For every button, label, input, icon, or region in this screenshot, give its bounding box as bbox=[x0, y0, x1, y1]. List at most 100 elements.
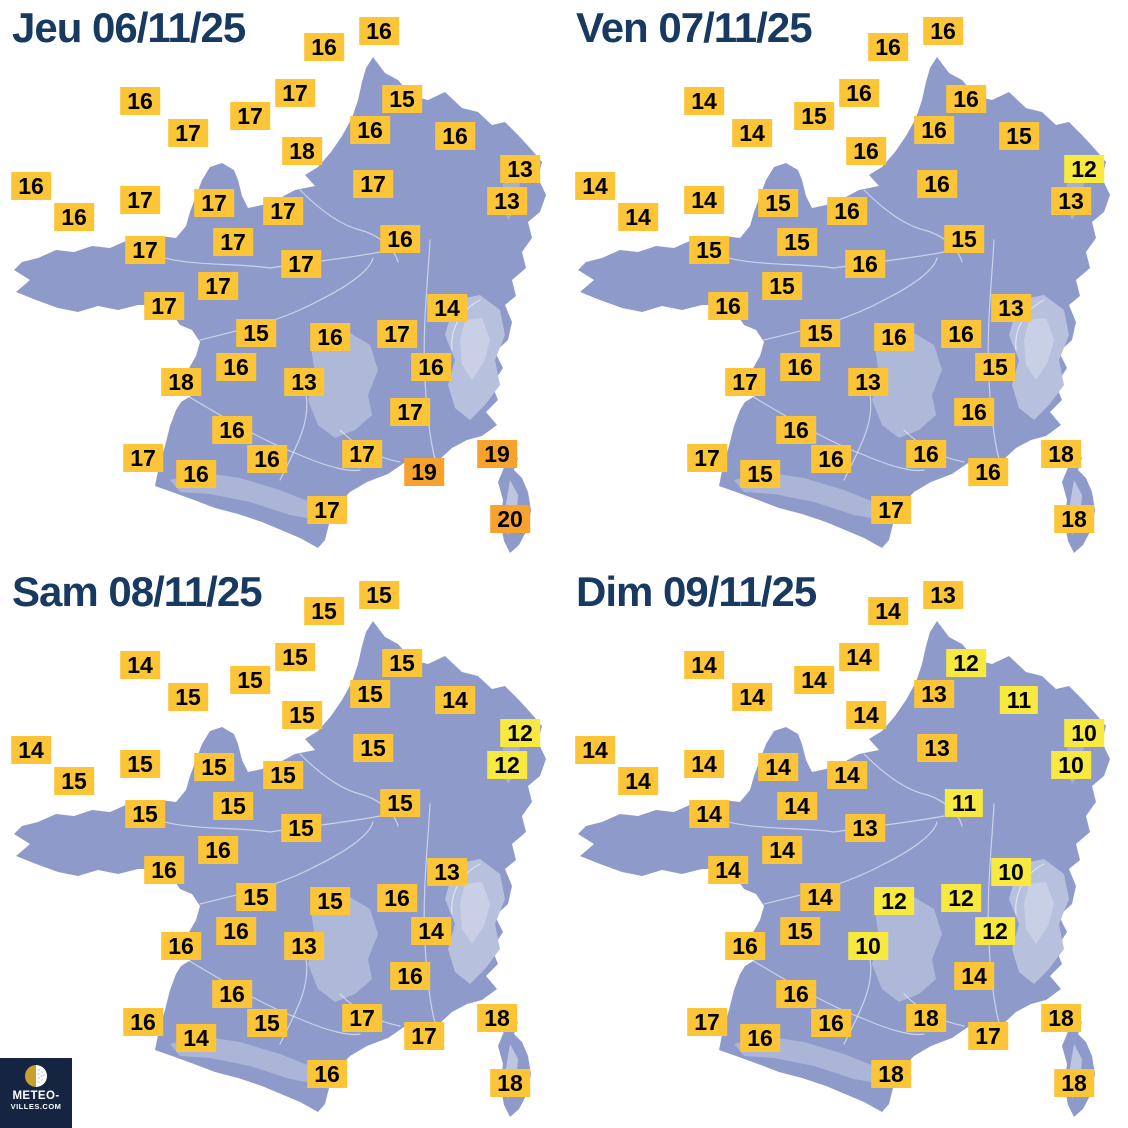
temp-label: 10 bbox=[1051, 751, 1091, 779]
temp-label: 12 bbox=[946, 649, 986, 677]
temp-label: 17 bbox=[968, 1022, 1008, 1050]
temp-label: 17 bbox=[168, 119, 208, 147]
temp-label: 12 bbox=[941, 884, 981, 912]
temp-label: 18 bbox=[1054, 1069, 1094, 1097]
temp-label: 15 bbox=[758, 189, 798, 217]
temp-label: 16 bbox=[914, 116, 954, 144]
temp-label: 17 bbox=[404, 1022, 444, 1050]
temp-label: 16 bbox=[811, 1009, 851, 1037]
temp-label: 16 bbox=[954, 398, 994, 426]
temp-label: 17 bbox=[120, 186, 160, 214]
temp-label: 14 bbox=[732, 683, 772, 711]
temp-label: 17 bbox=[123, 444, 163, 472]
temp-label: 20 bbox=[490, 505, 530, 533]
temp-label: 18 bbox=[490, 1069, 530, 1097]
temp-label: 15 bbox=[230, 666, 270, 694]
temp-label: 17 bbox=[342, 1004, 382, 1032]
temp-label: 16 bbox=[708, 292, 748, 320]
temp-label: 14 bbox=[684, 750, 724, 778]
temp-label: 15 bbox=[353, 734, 393, 762]
temp-label: 16 bbox=[874, 323, 914, 351]
temp-label: 13 bbox=[427, 858, 467, 886]
temp-label: 15 bbox=[54, 767, 94, 795]
temp-label: 17 bbox=[871, 496, 911, 524]
day-title: Sam 08/11/25 bbox=[12, 568, 263, 615]
temp-label: 16 bbox=[411, 353, 451, 381]
temp-label: 12 bbox=[500, 719, 540, 747]
temp-label: 15 bbox=[999, 122, 1039, 150]
temp-label: 17 bbox=[342, 440, 382, 468]
temp-label: 17 bbox=[125, 236, 165, 264]
temp-label: 15 bbox=[304, 597, 344, 625]
temp-label: 11 bbox=[944, 789, 984, 817]
temp-label: 17 bbox=[377, 320, 417, 348]
temp-label: 19 bbox=[404, 458, 444, 486]
temperature-labels: 15 15 15 15 14 15 15 15 14 15 12 14 15 12 15 15 15 15 15 15… bbox=[0, 564, 564, 1128]
temp-label: 16 bbox=[827, 197, 867, 225]
temp-label: 12 bbox=[874, 887, 914, 915]
temp-label: 16 bbox=[161, 932, 201, 960]
temp-label: 17 bbox=[687, 444, 727, 472]
temp-label: 15 bbox=[194, 753, 234, 781]
half-moon-icon bbox=[25, 1065, 47, 1087]
temperature-labels: 13 14 14 12 14 14 14 13 11 14 10 14 13 10 14 14 14 14 14 11… bbox=[564, 564, 1128, 1128]
logo-text-line1: METEO- bbox=[12, 1090, 60, 1102]
day-title: Dim 09/11/25 bbox=[576, 568, 817, 615]
temp-label: 15 bbox=[213, 792, 253, 820]
day-title: Jeu 06/11/25 bbox=[12, 4, 246, 51]
temp-label: 16 bbox=[304, 33, 344, 61]
temperature-labels: 16 16 16 16 14 15 14 16 15 16 12 14 16 13 14 15 14 16 15 15… bbox=[564, 0, 1128, 564]
temp-label: 16 bbox=[906, 440, 946, 468]
temp-label: 14 bbox=[575, 736, 615, 764]
temp-label: 16 bbox=[968, 458, 1008, 486]
temp-label: 18 bbox=[871, 1060, 911, 1088]
temp-label: 14 bbox=[427, 294, 467, 322]
temp-label: 12 bbox=[975, 917, 1015, 945]
temp-label: 17 bbox=[725, 368, 765, 396]
temp-label: 14 bbox=[868, 597, 908, 625]
temp-label: 17 bbox=[213, 228, 253, 256]
temp-label: 14 bbox=[846, 701, 886, 729]
temp-label: 16 bbox=[377, 884, 417, 912]
temp-label: 16 bbox=[176, 460, 216, 488]
temp-label: 15 bbox=[168, 683, 208, 711]
temp-label: 14 bbox=[435, 686, 475, 714]
temp-label: 16 bbox=[120, 87, 160, 115]
temp-label: 15 bbox=[780, 917, 820, 945]
temp-label: 15 bbox=[794, 102, 834, 130]
temp-label: 14 bbox=[708, 856, 748, 884]
temperature-labels: 16 16 17 15 16 17 17 16 16 18 13 16 17 13 17 17 16 17 17 16… bbox=[0, 0, 564, 564]
temp-label: 18 bbox=[1041, 440, 1081, 468]
temp-label: 15 bbox=[236, 319, 276, 347]
temp-label: 13 bbox=[845, 814, 885, 842]
temp-label: 16 bbox=[725, 932, 765, 960]
temp-label: 17 bbox=[198, 272, 238, 300]
temp-label: 13 bbox=[914, 680, 954, 708]
temp-label: 16 bbox=[941, 320, 981, 348]
temp-label: 16 bbox=[212, 416, 252, 444]
temp-label: 15 bbox=[125, 800, 165, 828]
temp-label: 16 bbox=[216, 917, 256, 945]
temp-label: 17 bbox=[281, 250, 321, 278]
temp-label: 15 bbox=[975, 353, 1015, 381]
day-panel-jeu: Jeu 06/11/25 16 16 17 15 16 17 17 16 16 18 13 16 17 1… bbox=[0, 0, 564, 564]
day-title: Ven 07/11/25 bbox=[576, 4, 813, 51]
temp-label: 14 bbox=[800, 883, 840, 911]
temp-label: 14 bbox=[777, 792, 817, 820]
temp-label: 10 bbox=[991, 858, 1031, 886]
temp-label: 16 bbox=[310, 323, 350, 351]
temp-label: 15 bbox=[275, 643, 315, 671]
temp-label: 16 bbox=[359, 17, 399, 45]
temp-label: 16 bbox=[390, 962, 430, 990]
temp-label: 14 bbox=[732, 119, 772, 147]
temp-label: 14 bbox=[411, 917, 451, 945]
temp-label: 16 bbox=[868, 33, 908, 61]
temp-label: 12 bbox=[487, 751, 527, 779]
temp-label: 17 bbox=[390, 398, 430, 426]
temp-label: 13 bbox=[991, 294, 1031, 322]
temp-label: 13 bbox=[284, 368, 324, 396]
temp-label: 14 bbox=[684, 87, 724, 115]
temp-label: 16 bbox=[11, 172, 51, 200]
temp-label: 16 bbox=[811, 445, 851, 473]
day-panel-sam: Sam 08/11/25 15 15 15 15 14 15 15 15 14 15 12 14 15 1… bbox=[0, 564, 564, 1128]
